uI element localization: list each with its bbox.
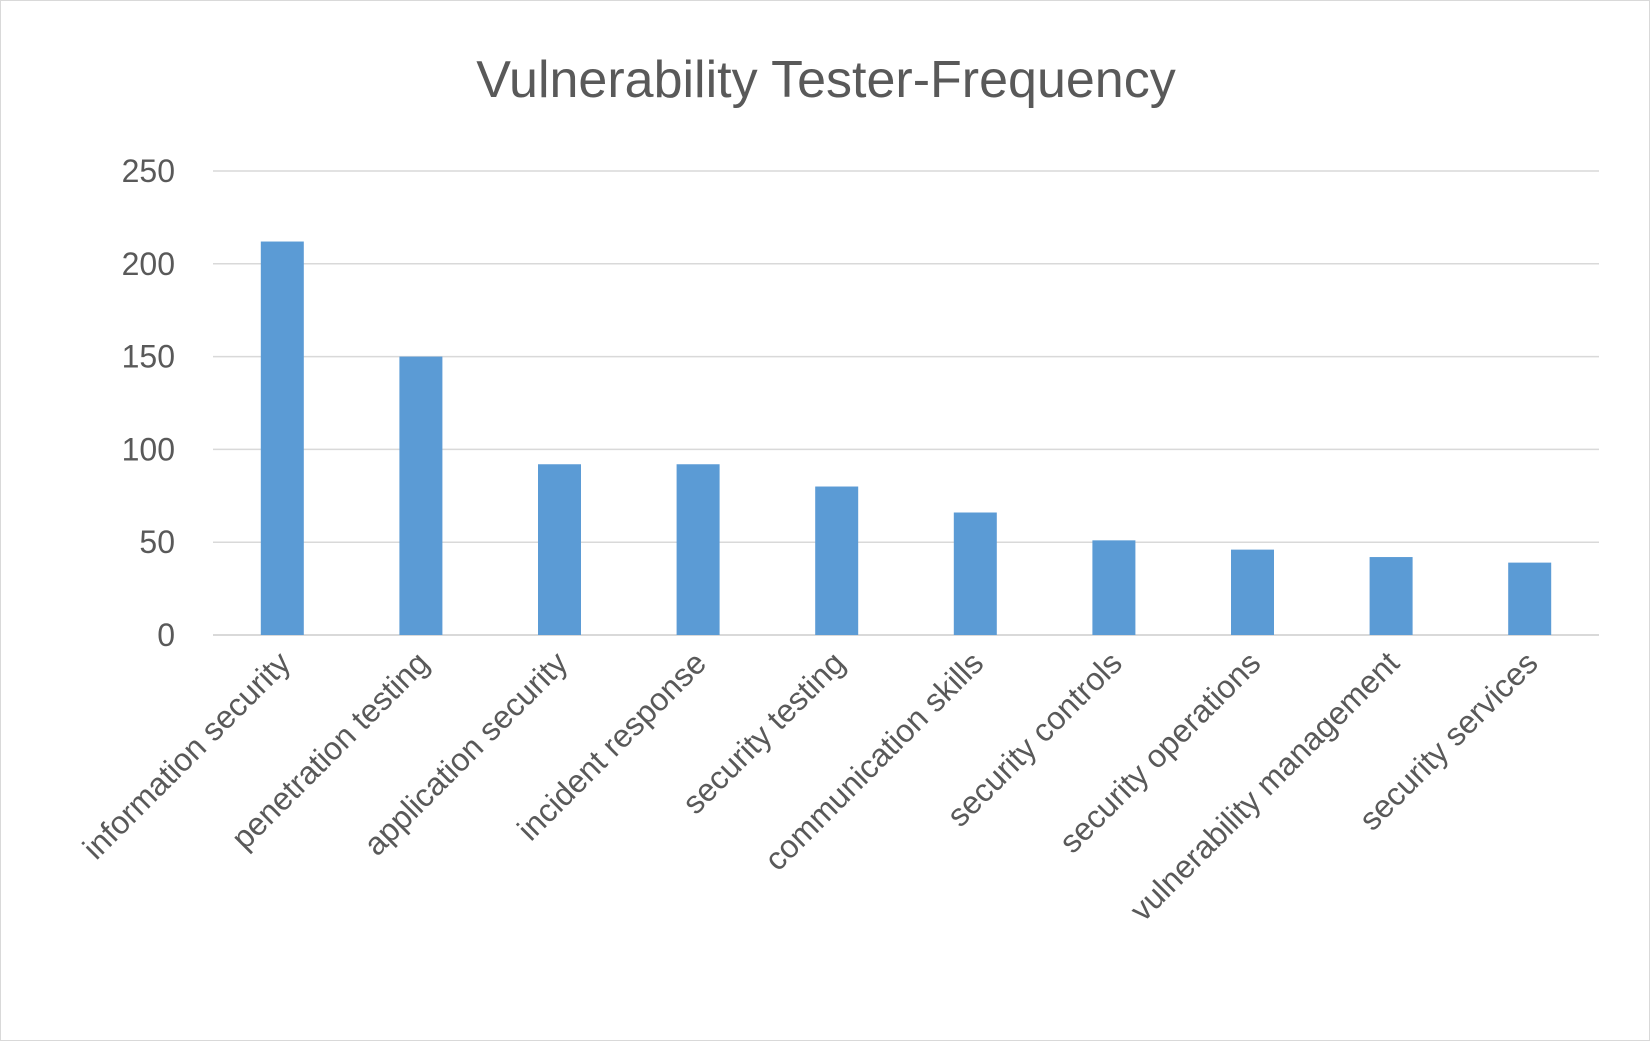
x-tick-label: vulnerability management xyxy=(1123,644,1406,927)
y-tick-label: 100 xyxy=(122,431,175,467)
y-tick-label: 50 xyxy=(139,524,175,560)
y-axis-ticks: 0 50 100 150 200 250 xyxy=(122,153,175,653)
bars xyxy=(260,241,1552,635)
y-tick-label: 150 xyxy=(122,339,175,375)
bar xyxy=(399,356,443,635)
y-tick-label: 200 xyxy=(122,246,175,282)
bar xyxy=(1369,557,1413,635)
bar xyxy=(1092,540,1136,635)
bar xyxy=(1231,549,1274,635)
bar xyxy=(953,512,997,635)
chart-title: Vulnerability Tester-Frequency xyxy=(476,51,1175,109)
bar xyxy=(676,464,720,635)
gridlines xyxy=(213,170,1599,636)
bar xyxy=(260,241,304,635)
bar xyxy=(1508,562,1552,635)
y-tick-label: 0 xyxy=(157,617,175,653)
bar xyxy=(815,486,859,635)
bar xyxy=(538,464,581,635)
y-tick-label: 250 xyxy=(122,153,175,189)
